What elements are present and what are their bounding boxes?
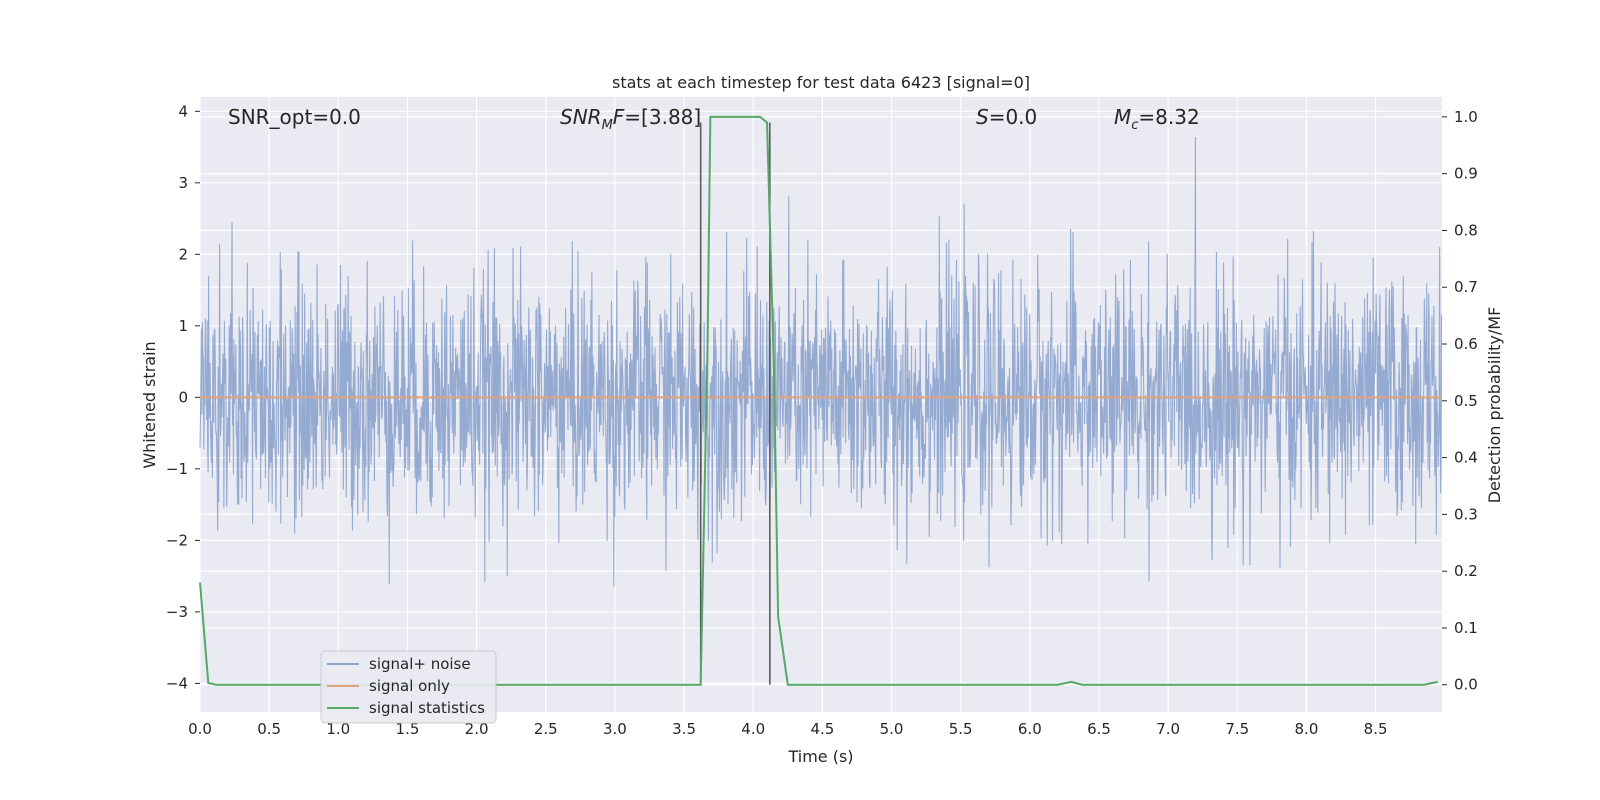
y-left-axis-label: Whitened strain bbox=[140, 341, 159, 468]
annotation-mc: Mc=8.32 bbox=[1114, 105, 1200, 133]
legend: signal+ noise signal only signal statist… bbox=[320, 650, 497, 724]
y-left-tick-label: 3 bbox=[178, 174, 188, 192]
y-right-tick-label: 0.1 bbox=[1454, 619, 1478, 637]
x-tick-labels: 0.0 0.5 1.0 1.5 2.0 2.5 3.0 3.5 4.0 4.5 5.0 5.5 6.0 6… bbox=[188, 720, 1387, 738]
x-tick-label: 7.0 bbox=[1156, 720, 1180, 738]
y-left-tick-label: −2 bbox=[166, 531, 188, 549]
x-tick-label: 2.0 bbox=[465, 720, 489, 738]
y-left-tick-label: −3 bbox=[166, 603, 188, 621]
x-tick-label: 8.0 bbox=[1295, 720, 1319, 738]
y-right-tick-label: 1.0 bbox=[1454, 108, 1478, 126]
x-tick-label: 1.0 bbox=[326, 720, 350, 738]
s-main: S bbox=[976, 105, 989, 129]
signal-statistics-series bbox=[199, 115, 1439, 686]
y-left-tick-label: 4 bbox=[178, 102, 188, 120]
y-right-tick-label: 0.7 bbox=[1454, 278, 1478, 296]
x-tick-label: 0.5 bbox=[257, 720, 281, 738]
legend-label-stats: signal statistics bbox=[369, 699, 485, 717]
y-right-tick-label: 0.9 bbox=[1454, 165, 1478, 183]
signal-plus-noise-series bbox=[199, 136, 1443, 588]
x-tick-label: 1.5 bbox=[396, 720, 420, 738]
legend-label-noise: signal+ noise bbox=[369, 655, 471, 673]
y-right-tick-labels: 1.0 0.9 0.8 0.7 0.6 0.5 0.4 0.3 0.2 0.1 0.0 bbox=[1442, 108, 1478, 694]
snr-mf-main: SNR bbox=[560, 105, 602, 129]
x-tick-label: 5.0 bbox=[880, 720, 904, 738]
noise-trace bbox=[199, 136, 1443, 588]
snr-mf-rest: F bbox=[613, 105, 625, 129]
signal-statistics-line bbox=[199, 115, 1439, 686]
annotation-snr-mf: SNRMF=[3.88] bbox=[560, 105, 701, 133]
y-right-axis-label: Detection probability/MF bbox=[1485, 307, 1504, 504]
x-tick-label: 0.0 bbox=[188, 720, 212, 738]
y-right-tick-label: 0.4 bbox=[1454, 449, 1478, 467]
y-right-tick-label: 0.3 bbox=[1454, 505, 1478, 523]
x-tick-label: 4.5 bbox=[810, 720, 834, 738]
annotation-s: S=0.0 bbox=[976, 105, 1037, 129]
y-right-tick-label: 0.5 bbox=[1454, 392, 1478, 410]
s-value: =0.0 bbox=[989, 105, 1038, 129]
chart-title: stats at each timestep for test data 642… bbox=[612, 73, 1030, 92]
y-right-tick-label: 0.0 bbox=[1454, 676, 1478, 694]
legend-label-signal: signal only bbox=[369, 677, 450, 695]
x-tick-label: 6.0 bbox=[1018, 720, 1042, 738]
y-left-tick-label: 2 bbox=[178, 245, 188, 263]
x-tick-label: 3.0 bbox=[603, 720, 627, 738]
x-tick-label: 8.5 bbox=[1364, 720, 1388, 738]
y-right-tick-label: 0.8 bbox=[1454, 221, 1478, 239]
y-left-tick-label: −1 bbox=[166, 460, 188, 478]
x-tick-label: 4.0 bbox=[741, 720, 765, 738]
y-right-tick-label: 0.2 bbox=[1454, 562, 1478, 580]
x-tick-label: 2.5 bbox=[534, 720, 558, 738]
y-left-tick-label: −4 bbox=[166, 674, 188, 692]
y-left-tick-label: 1 bbox=[178, 317, 188, 335]
mc-value: =8.32 bbox=[1138, 105, 1199, 129]
legend-box bbox=[320, 650, 497, 724]
x-tick-label: 5.5 bbox=[949, 720, 973, 738]
x-axis-label: Time (s) bbox=[787, 747, 853, 766]
snr-mf-value: =[3.88] bbox=[624, 105, 701, 129]
y-left-tick-label: 0 bbox=[178, 388, 188, 406]
y-right-tick-label: 0.6 bbox=[1454, 335, 1478, 353]
y-left-tick-labels: 4 3 2 1 0 −1 −2 −3 −4 bbox=[166, 102, 200, 692]
mc-main: M bbox=[1114, 105, 1131, 129]
snr-mf-sub: M bbox=[602, 118, 613, 133]
x-tick-label: 6.5 bbox=[1087, 720, 1111, 738]
mc-sub: c bbox=[1131, 118, 1138, 133]
annotation-snr-opt: SNR_opt=0.0 bbox=[228, 105, 361, 129]
x-tick-label: 3.5 bbox=[672, 720, 696, 738]
x-tick-label: 7.5 bbox=[1225, 720, 1249, 738]
